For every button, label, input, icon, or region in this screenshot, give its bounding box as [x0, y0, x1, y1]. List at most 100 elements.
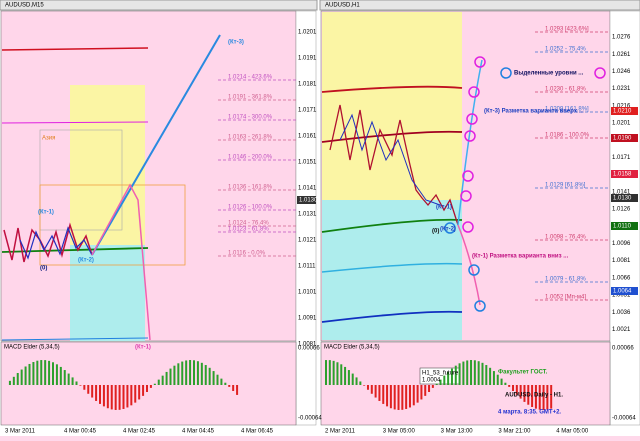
macd-bar [220, 378, 223, 385]
macd-bar [504, 382, 507, 385]
macd-bar [389, 385, 392, 409]
macd-bar [473, 360, 476, 385]
macd-bar [102, 385, 105, 407]
macd-bar [435, 383, 438, 385]
window-title: AUDUSD,M15 [5, 3, 44, 9]
annotation: (Кт-3) Разметка варианта вверх ... [484, 109, 584, 115]
fib-label: 1.0098 - 76.4% [545, 235, 586, 241]
macd-bar [405, 385, 408, 409]
macd-bar [458, 363, 461, 385]
macd-bar [165, 371, 168, 385]
tooltip-value: 1.0004 [422, 378, 441, 384]
macd-bar [340, 364, 343, 385]
macd-title: MACD Elder (5,34,5) [324, 345, 380, 351]
macd-bar [173, 365, 176, 385]
annotation: (Кт-1) Разметка варианта вниз ... [472, 254, 569, 260]
macd-bar [12, 376, 15, 385]
price-tick: 1.0261 [612, 52, 631, 58]
macd-bar [500, 378, 503, 385]
annotation: (0) [432, 229, 439, 235]
price-tick: 1.0231 [612, 86, 631, 92]
macd-bar [523, 385, 526, 402]
price-mark [611, 170, 638, 178]
macd-bar [420, 385, 423, 400]
fib-label: 1.0116 - 0.0% [228, 251, 266, 257]
time-tick: 4 Mar 00:45 [64, 429, 97, 435]
price-tick: 1.0216 [612, 103, 631, 109]
macd-bar [454, 365, 457, 385]
macd-bar [189, 360, 192, 385]
annotation: Выделенные уровни ... [514, 71, 584, 77]
price-mark-label: 1.0210 [613, 109, 632, 115]
macd-bar [470, 360, 473, 385]
macd-bar [59, 366, 62, 385]
macd-bar [28, 363, 31, 385]
price-tick: 1.0081 [612, 258, 631, 264]
macd-bar [325, 360, 327, 385]
macd-tick: 0.00066 [612, 346, 634, 352]
macd-bar [20, 369, 23, 385]
macd-bar [443, 375, 446, 385]
price-tick: 1.0191 [298, 56, 317, 62]
price-tick: 1.0091 [298, 316, 317, 322]
price-tick: 1.0151 [298, 160, 317, 166]
price-mark [611, 222, 638, 230]
fib-label: 1.0174 - 300.0% [228, 115, 273, 121]
macd-bar [63, 370, 66, 385]
price-mark-label: 1.0130 [299, 198, 318, 204]
macd-bar [212, 371, 215, 385]
macd-bar [477, 361, 480, 385]
macd-bar [83, 385, 86, 390]
macd-bar [416, 385, 419, 403]
price-tick: 1.0276 [612, 35, 631, 41]
macd-bar [370, 385, 373, 394]
caption: AUDUSD. Daily - H1. [505, 393, 563, 399]
macd-bar [16, 373, 19, 385]
macd-bar [200, 362, 203, 385]
macd-bar [193, 360, 195, 385]
time-tick: 3 Mar 13:00 [441, 429, 474, 435]
macd-bar [363, 385, 366, 386]
annotation: (Кт-1) [38, 210, 54, 216]
macd-bar [542, 385, 545, 410]
macd-bar [489, 367, 492, 385]
fib-label: 1.0209 [161.8%] [545, 107, 589, 113]
macd-bar [450, 368, 453, 385]
macd-tick: -0.00064 [298, 416, 322, 422]
macd-bar [481, 362, 484, 385]
price-mark-label: 1.0190 [613, 136, 632, 142]
price-tick: 1.0111 [298, 264, 316, 270]
macd-bar [142, 385, 145, 396]
macd-bar [204, 365, 207, 385]
macd-bar [397, 385, 400, 410]
macd-bar [157, 379, 160, 385]
fib-label: 1.0123 - 61.8% [228, 227, 269, 233]
price-tick: 1.0121 [298, 238, 317, 244]
price-mark [611, 194, 638, 202]
macd-bar [424, 385, 427, 396]
price-tick: 1.0066 [612, 275, 631, 281]
price-tick: 1.0096 [612, 241, 631, 247]
macd-bar [355, 377, 358, 385]
macd-bar [138, 385, 141, 400]
macd-bar [386, 385, 389, 407]
window-title: AUDUSD,H1 [325, 3, 360, 9]
fib-label: 1.0293 [423.6%] [545, 27, 589, 33]
annotation: (Кт-2) [440, 227, 456, 233]
macd-bar [146, 385, 148, 392]
macd-bar [106, 385, 109, 409]
macd-tick: -0.00064 [612, 416, 636, 422]
macd-bar [401, 385, 404, 410]
macd-bar [466, 360, 469, 385]
price-tick: 1.0051 [612, 293, 631, 299]
macd-bar [550, 385, 553, 409]
annotation: (Кт-1) [135, 345, 151, 351]
macd-bar [130, 385, 133, 406]
macd-bar [378, 385, 381, 401]
fib-label: 1.0079 - 61.8% [545, 277, 586, 283]
caption: Факультет ГОСТ. [498, 370, 548, 376]
macd-bar [531, 385, 534, 407]
macd-bar [134, 385, 137, 403]
macd-bar [519, 385, 522, 399]
